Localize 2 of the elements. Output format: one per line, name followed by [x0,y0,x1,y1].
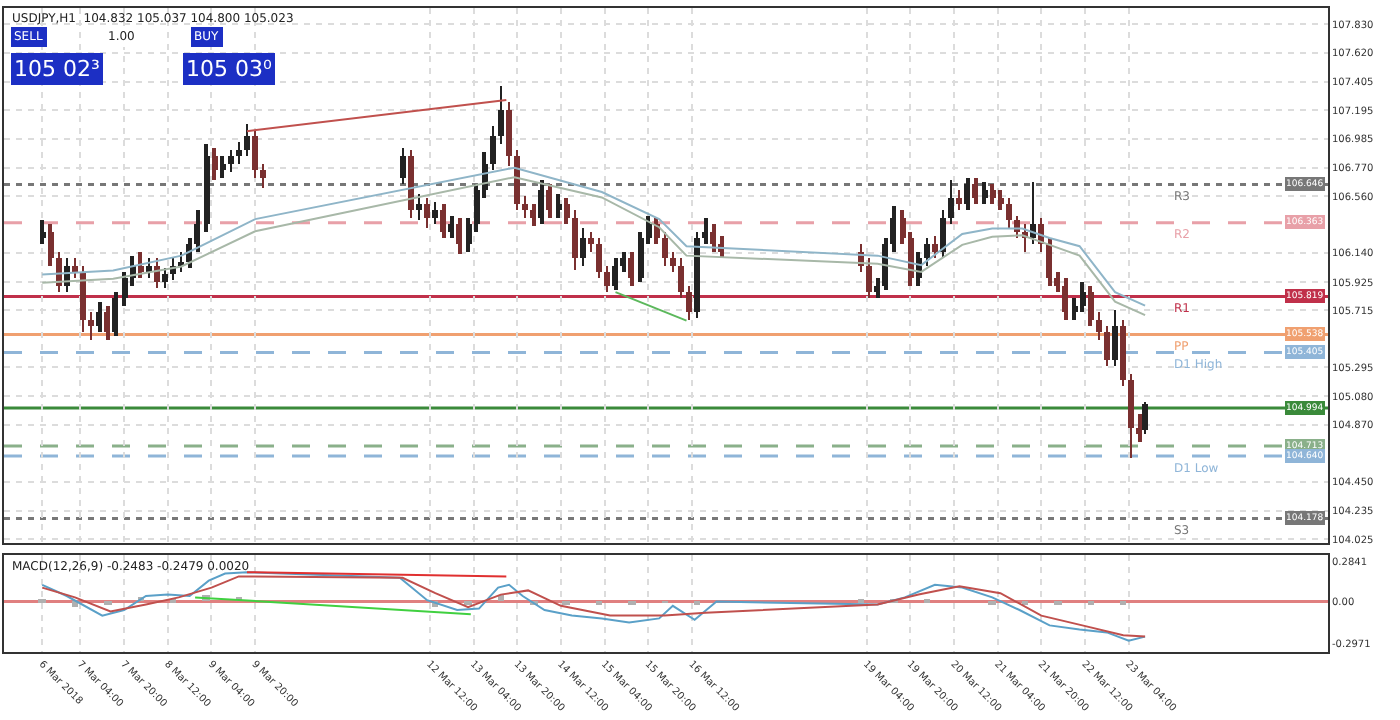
annotation: 105 03⁰ [186,56,273,82]
annotation: 105 02³ [14,56,100,82]
